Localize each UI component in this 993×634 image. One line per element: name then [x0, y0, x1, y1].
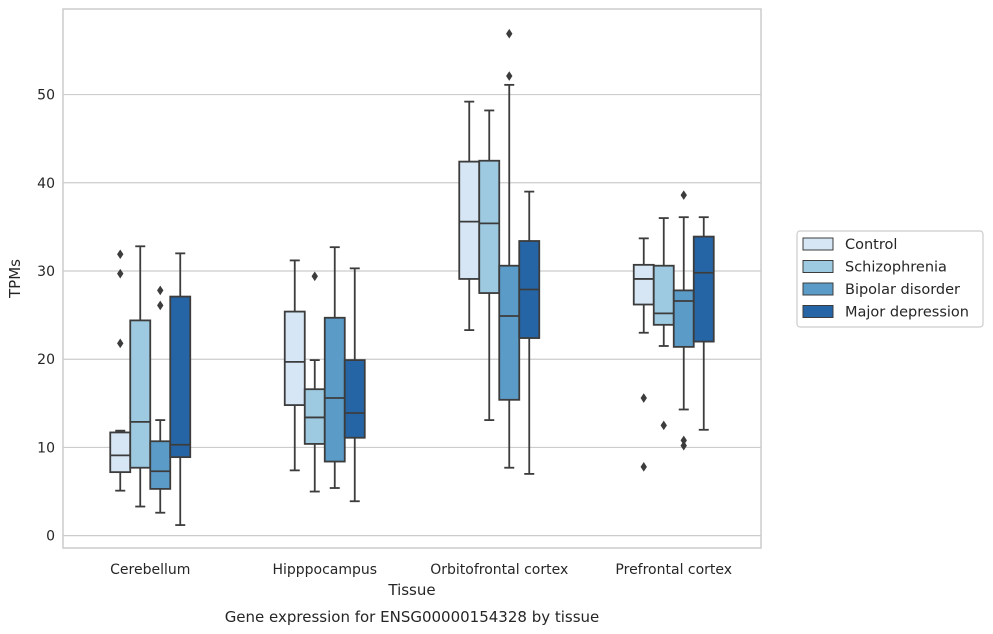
- outlier-point: [660, 420, 667, 431]
- y-axis-label: TPMs: [6, 259, 24, 299]
- outlier-point: [157, 285, 164, 296]
- box-schizophrenia: [478, 109, 501, 421]
- box-iqr: [672, 289, 695, 348]
- box-bipolar-disorder: [323, 246, 346, 489]
- x-tick-label: Orbitofrontal cortex: [430, 562, 568, 578]
- box-iqr: [458, 160, 481, 280]
- box-bipolar-disorder: [672, 190, 695, 451]
- box-iqr: [169, 295, 192, 459]
- legend-item: Control: [802, 237, 897, 253]
- legend-swatch: [802, 282, 834, 296]
- x-axis-label: Tissue: [387, 581, 435, 599]
- box-iqr: [692, 235, 715, 343]
- box-iqr: [478, 159, 501, 294]
- y-tick-label: 10: [37, 440, 55, 456]
- box-major-depression: [518, 190, 541, 475]
- legend-frame: [796, 230, 984, 328]
- legend: Control Schizophrenia Bipolar disorder Majo…: [796, 230, 984, 328]
- box-iqr: [323, 316, 346, 463]
- outlier-point: [680, 440, 687, 451]
- box-control: [109, 249, 132, 492]
- legend-item: Major depression: [802, 305, 969, 321]
- legend-swatch: [802, 305, 834, 318]
- x-tick-label: Hipppocampus: [272, 562, 377, 578]
- boxes: [109, 28, 715, 526]
- box-schizophrenia: [129, 245, 152, 508]
- legend-swatch: [802, 260, 834, 273]
- box-iqr: [149, 440, 172, 490]
- outlier-point: [640, 462, 647, 472]
- outlier-point: [157, 300, 164, 311]
- figure-caption: Gene expression for ENSG00000154328 by t…: [225, 608, 600, 626]
- box-control: [458, 100, 481, 332]
- box-control: [632, 237, 655, 472]
- outlier-point: [640, 393, 647, 403]
- y-tick-label: 40: [37, 176, 55, 192]
- outlier-point: [117, 338, 124, 349]
- box-major-depression: [169, 252, 192, 526]
- outlier-point: [117, 268, 124, 279]
- y-tick-label: 50: [37, 88, 55, 104]
- y-tick-label: 0: [46, 529, 55, 545]
- box-iqr: [652, 264, 675, 326]
- box-schizophrenia: [303, 271, 326, 493]
- x-tick-label: Prefrontal cortex: [615, 562, 732, 578]
- legend-label: Control: [845, 237, 897, 253]
- box-schizophrenia: [652, 217, 675, 431]
- box-iqr: [632, 263, 655, 306]
- legend-label: Schizophrenia: [845, 260, 947, 276]
- box-major-depression: [692, 216, 715, 431]
- box-iqr: [498, 264, 521, 401]
- y-tick-label: 30: [37, 264, 55, 280]
- legend-label: Major depression: [845, 305, 969, 321]
- plot-frame: [62, 8, 762, 549]
- y-tick-labels: 0 10 20 30 40 50: [37, 88, 55, 545]
- legend-item: Schizophrenia: [802, 260, 947, 276]
- y-tick-label: 20: [37, 352, 55, 368]
- legend-label: Bipolar disorder: [845, 282, 960, 298]
- outlier-point: [506, 71, 513, 81]
- box-iqr: [109, 431, 132, 474]
- box-bipolar-disorder: [498, 28, 521, 469]
- outlier-point: [311, 271, 318, 282]
- x-tick-labels: Cerebellum Hipppocampus Orbitofrontal cort…: [110, 562, 732, 578]
- outlier-point: [680, 435, 687, 446]
- box-iqr: [343, 359, 366, 439]
- outlier-point: [506, 28, 513, 39]
- box-major-depression: [343, 267, 366, 503]
- box-bipolar-disorder: [149, 285, 172, 514]
- x-tick-label: Cerebellum: [110, 562, 190, 578]
- box-iqr: [129, 319, 152, 469]
- outlier-point: [680, 190, 687, 200]
- outlier-point: [117, 249, 124, 260]
- box-iqr: [283, 310, 306, 406]
- legend-swatch: [802, 237, 834, 251]
- box-control: [283, 259, 306, 472]
- legend-item: Bipolar disorder: [802, 282, 960, 298]
